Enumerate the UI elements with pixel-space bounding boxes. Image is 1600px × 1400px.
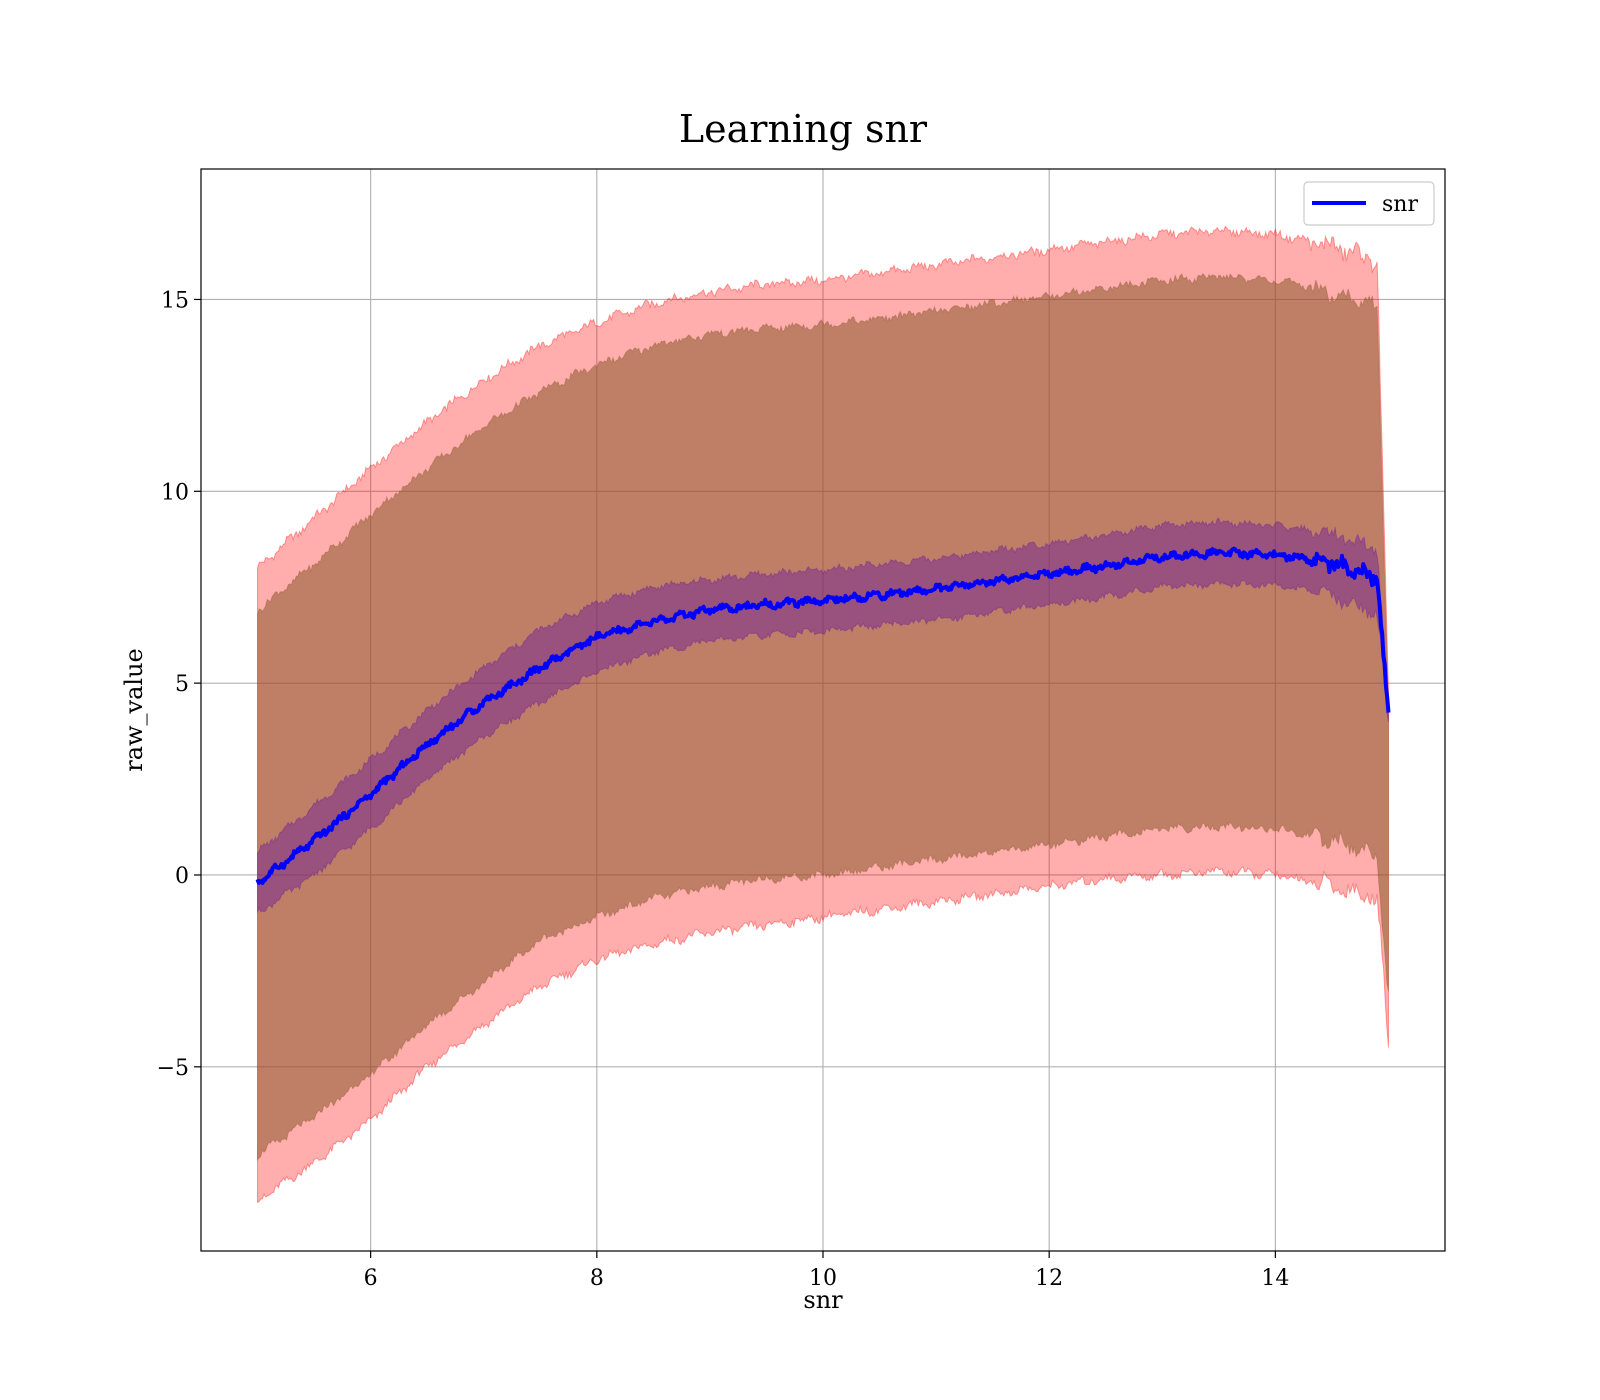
line-layer: [255, 546, 1391, 885]
x-tick-label: 10: [809, 1266, 837, 1291]
x-axis-label: snr: [803, 1286, 843, 1314]
band-layer: [257, 225, 1389, 1204]
tick-layer: 6 8 10 12 14 −5 0 5 10 15: [157, 288, 1290, 1291]
legend: snr: [1303, 181, 1435, 226]
y-axis-label: raw_value: [120, 648, 148, 772]
x-tick-label: 14: [1261, 1266, 1289, 1291]
y-tick-label: 10: [161, 480, 189, 505]
legend-label: snr: [1382, 192, 1418, 217]
x-tick-label: 12: [1035, 1266, 1063, 1291]
x-tick-label: 6: [364, 1266, 378, 1291]
y-tick-label: 5: [175, 672, 189, 697]
series-line-snr: [255, 546, 1391, 885]
y-tick-label: −5: [157, 1056, 189, 1081]
chart-title: Learning snr: [679, 107, 928, 151]
y-tick-label: 0: [175, 864, 189, 889]
legend-box: [1303, 181, 1435, 226]
middle-band: [257, 273, 1389, 1162]
y-tick-label: 15: [161, 288, 189, 313]
x-tick-label: 8: [590, 1266, 604, 1291]
